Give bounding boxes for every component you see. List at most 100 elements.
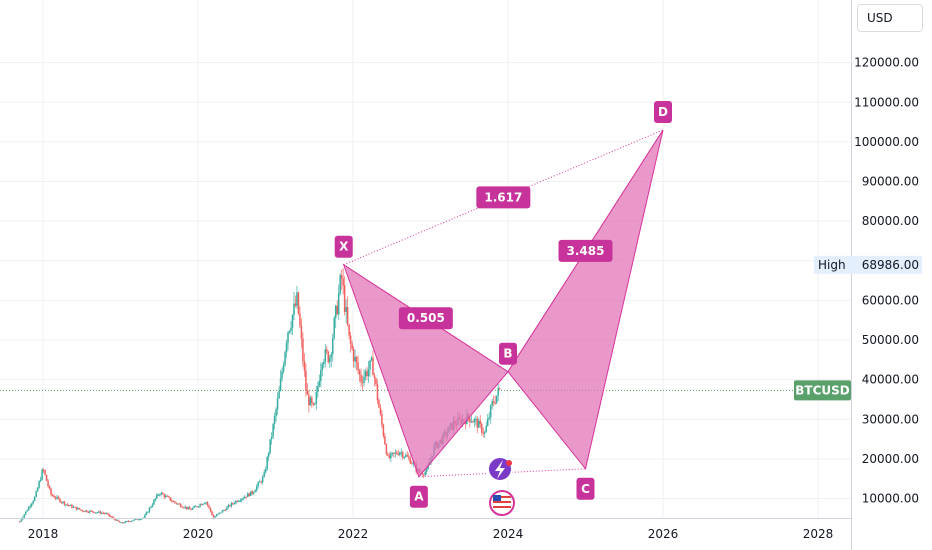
candle-up <box>242 498 245 500</box>
candle-down <box>190 509 192 511</box>
candle-up <box>205 502 207 504</box>
candle-down <box>90 510 93 512</box>
candle-down <box>103 513 106 515</box>
candle-up <box>354 357 356 362</box>
candle-down <box>382 424 385 437</box>
point-label-b[interactable]: B <box>499 342 517 365</box>
candle-up <box>97 511 100 513</box>
ratio-label-3-485[interactable]: 3.485 <box>558 239 613 262</box>
symbol-tag-label: BTCUSD <box>795 383 850 397</box>
candle-up <box>427 464 429 469</box>
candle-up <box>309 397 312 406</box>
us-flag-economic-event-icon[interactable] <box>489 490 515 516</box>
candle-down <box>498 388 501 390</box>
pattern-triangle-bcd[interactable] <box>507 129 664 470</box>
candle-down <box>387 454 389 456</box>
candle-down <box>375 378 377 385</box>
candle-down <box>127 521 130 523</box>
candle-up <box>320 370 322 382</box>
candle-up <box>491 401 494 406</box>
candle-down <box>305 370 307 391</box>
candle-down <box>200 504 203 506</box>
candle-up <box>202 503 204 505</box>
point-label-text: A <box>414 490 424 504</box>
candle-down <box>388 455 391 459</box>
symbol-price-tag[interactable]: BTCUSD <box>794 380 851 401</box>
pattern-line-xd <box>343 129 664 266</box>
candle-up <box>291 315 294 328</box>
candle-up <box>334 305 337 319</box>
currency-selector-button[interactable]: USD <box>857 4 923 32</box>
candle-down <box>206 502 209 506</box>
candle-up <box>27 506 30 511</box>
candle-down <box>166 495 169 497</box>
candle-up <box>191 507 194 510</box>
candle-down <box>469 417 471 423</box>
candle-up <box>470 421 473 423</box>
candle-down <box>421 472 423 475</box>
candle-up <box>29 506 31 508</box>
candle-up <box>261 476 264 483</box>
candle-up <box>403 456 406 458</box>
candle-up <box>333 318 336 339</box>
candle-up <box>156 494 158 499</box>
candle-up <box>394 452 397 454</box>
candle-up <box>273 416 276 425</box>
candle-down <box>59 498 61 503</box>
candle-up <box>285 342 288 353</box>
candle-up <box>235 500 237 504</box>
ratio-label-1-617[interactable]: 1.617 <box>476 186 531 209</box>
candle-up <box>223 509 225 511</box>
point-label-c[interactable]: C <box>576 477 595 500</box>
candle-down <box>407 456 410 458</box>
candle-down <box>181 506 184 508</box>
candle-up <box>38 481 40 488</box>
candle-up <box>364 371 367 377</box>
candle-up <box>404 455 407 457</box>
ratio-label-box <box>476 186 531 209</box>
candle-down <box>361 382 364 384</box>
candle-down <box>169 497 172 501</box>
harmonic-pattern[interactable]: 0.505 1.617 3.485 X A B C D <box>334 101 672 508</box>
candle-down <box>75 506 78 510</box>
candle-down <box>93 512 96 514</box>
candle-down <box>54 497 57 499</box>
candle-down <box>366 371 368 377</box>
high-price-marker: High 68986.00 <box>814 255 922 274</box>
candle-up <box>276 398 279 410</box>
symbol-tag-bg <box>794 380 851 401</box>
y-tick-label: 30000.00 <box>862 412 919 426</box>
point-label-text: D <box>658 105 668 119</box>
candle-down <box>50 488 52 495</box>
candle-up <box>148 507 151 512</box>
dividend-event-icon[interactable] <box>487 456 513 482</box>
candle-up <box>215 514 218 517</box>
candle-down <box>251 491 254 494</box>
candle-up <box>497 388 499 396</box>
candle-down <box>248 493 251 496</box>
candle-up <box>367 369 370 377</box>
candle-up <box>165 495 167 498</box>
candle-up <box>485 425 488 432</box>
point-label-a[interactable]: A <box>409 485 428 508</box>
point-label-x[interactable]: X <box>334 235 353 258</box>
candle-down <box>479 420 482 424</box>
candle-down <box>236 500 239 502</box>
event-markers[interactable] <box>487 456 515 516</box>
candle-down <box>245 496 248 498</box>
candle-down <box>325 349 328 352</box>
point-label-d[interactable]: D <box>654 101 672 124</box>
candle-down <box>306 390 309 395</box>
candle-down <box>178 503 181 505</box>
candle-down <box>71 504 73 508</box>
candle-down <box>42 469 45 471</box>
candle-down <box>372 357 374 376</box>
high-marker-bg <box>814 255 922 274</box>
candle-down <box>118 521 121 523</box>
candle-down <box>121 522 124 524</box>
ratio-label-0-505[interactable]: 0.505 <box>398 307 453 330</box>
candle-up <box>278 390 280 399</box>
candle-down <box>480 423 483 433</box>
candle-up <box>296 292 298 306</box>
